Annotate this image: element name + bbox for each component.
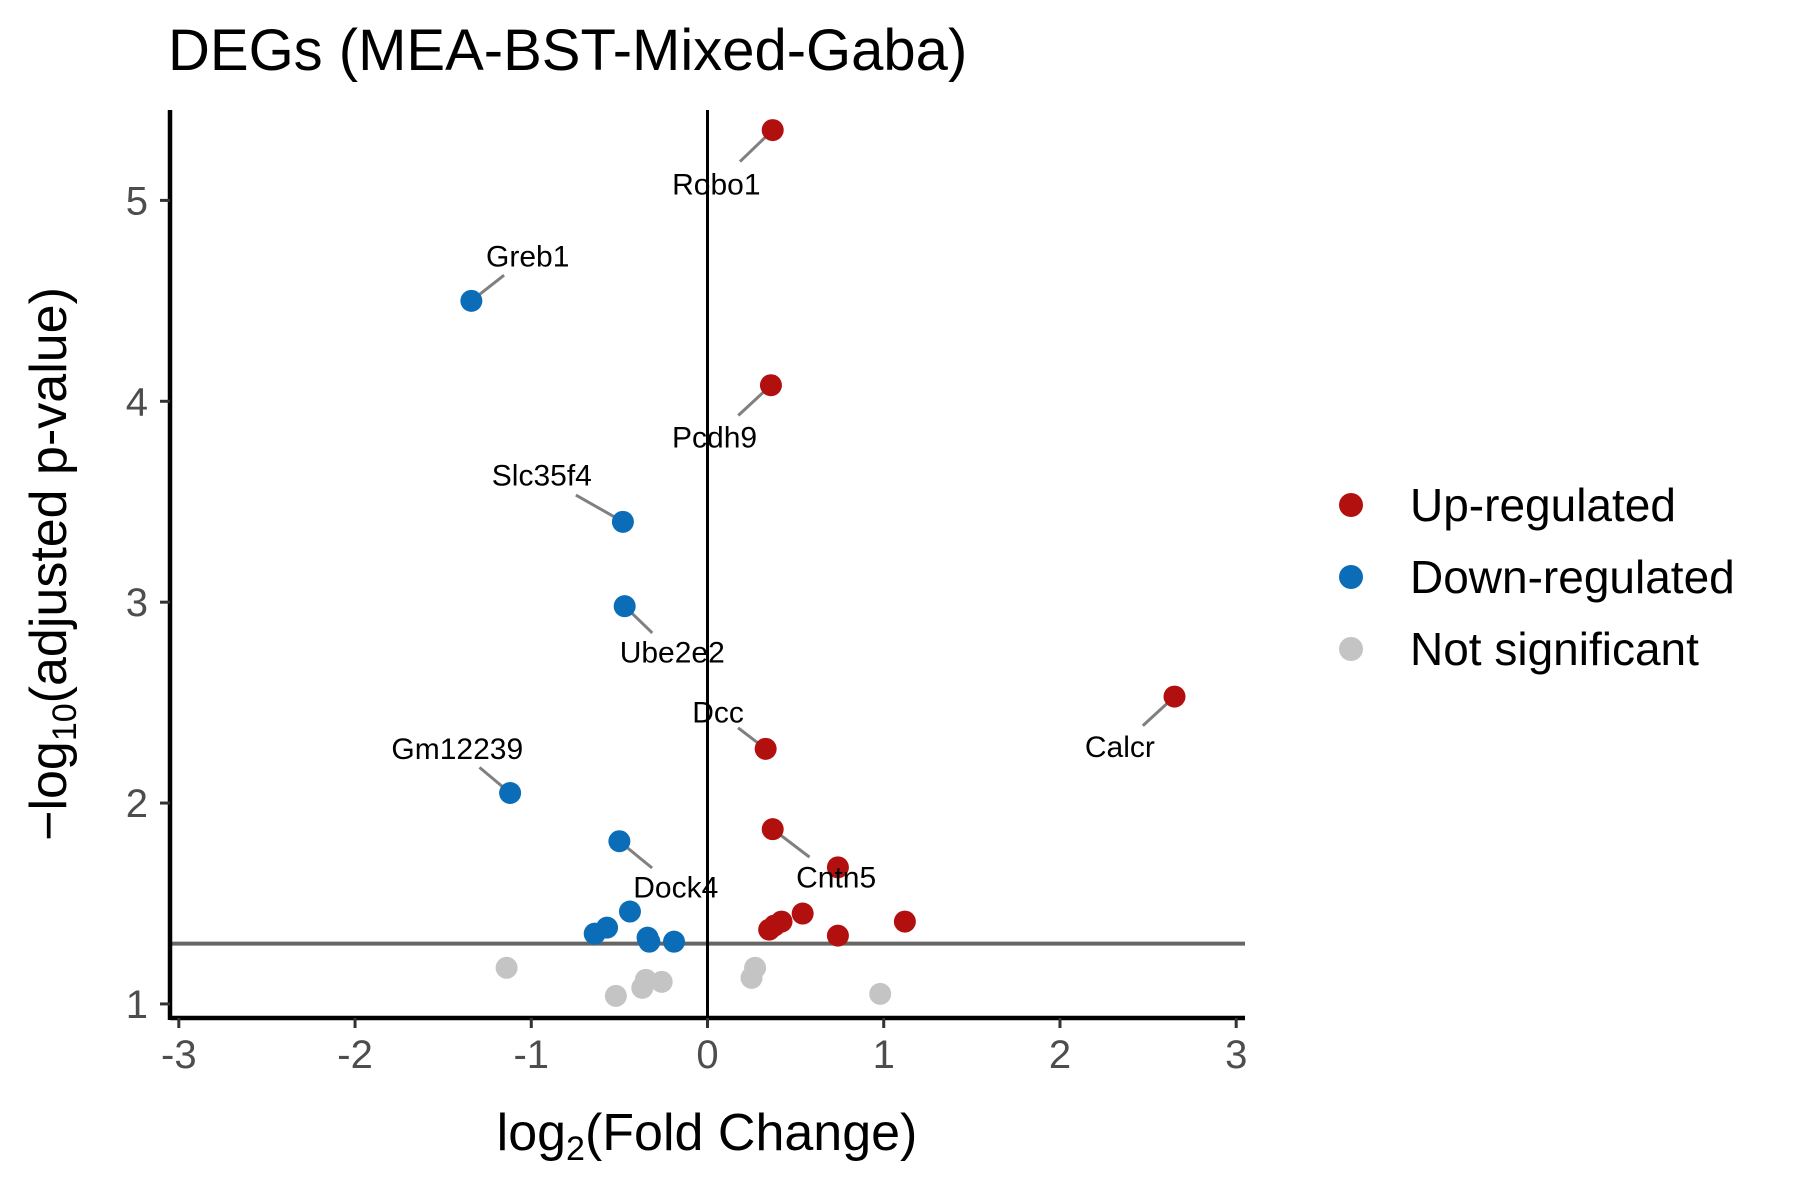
axes: -3 -2 -1 0 1 2 3 1 2 3 4 5 [126,110,1247,1077]
x-tick-label: 3 [1225,1033,1247,1077]
ns-point [744,956,767,979]
x-tick-label: 1 [873,1033,895,1077]
ns-point [604,984,627,1007]
plot-area: Robo1 Greb1 Pcdh9 Slc35f4 Ube2e2 Dcc Calcr Gm12… [170,110,1245,1018]
legend: Up-regulated Down-regulated Not significan… [1339,479,1735,675]
up-point [893,910,916,933]
up-point [759,374,782,397]
legend-key-ns [1339,637,1363,661]
x-tick-label: 2 [1049,1033,1071,1077]
x-tick-label: -3 [161,1033,197,1077]
gene-label: Ube2e2 [620,636,725,669]
up-point [761,818,784,841]
legend-key-down [1339,565,1363,589]
gene-label: Dock4 [633,871,718,904]
leader-line [478,274,505,296]
leader-line [478,766,504,788]
leader-line [738,135,767,163]
gene-label: Cntn5 [796,861,876,894]
data-points [460,119,1186,1007]
gene-labels: Robo1 Greb1 Pcdh9 Slc35f4 Ube2e2 Dcc Calcr Gm12… [391,168,1155,904]
x-tick-label: -2 [337,1033,373,1077]
x-axis-title-subscript: 2 [566,1130,585,1168]
y-axis-ticks: 1 2 3 4 5 [126,179,170,1027]
gene-label: Gm12239 [391,733,523,766]
y-tick-label: 4 [126,380,148,424]
x-axis-title: log2(Fold Change) [497,1104,918,1168]
gene-label: Slc35f4 [492,460,592,493]
leader-line [575,493,615,519]
legend-key-up [1339,493,1363,517]
x-tick-label: 0 [696,1033,718,1077]
down-point [638,930,661,953]
down-point [499,782,522,805]
gene-label: Calcr [1085,731,1155,764]
up-point [826,856,849,879]
down-point [608,830,631,853]
leader-line [779,834,811,859]
gene-label: Dcc [692,697,744,730]
up-point [758,918,781,941]
up-point [826,924,849,947]
y-axis-title-prefix: −log [20,741,78,841]
legend-label-ns: Not significant [1410,623,1699,675]
up-point [761,119,784,142]
up-point [1163,685,1186,708]
x-axis-title-rest: (Fold Change) [585,1104,917,1162]
y-tick-label: 3 [126,581,148,625]
leader-line [737,726,759,744]
legend-label-up: Up-regulated [1410,479,1676,531]
y-tick-label: 2 [126,782,148,826]
leader-line [1141,702,1169,727]
ns-point [650,970,673,993]
legend-label-down: Down-regulated [1410,551,1735,603]
gene-label: Robo1 [672,168,760,201]
leader-line [737,390,765,417]
down-point [611,510,634,533]
ns-point [495,956,518,979]
x-axis-title-prefix: log [497,1104,566,1162]
y-axis-title-rest: (adjusted p-value) [20,287,78,703]
down-point [460,289,483,312]
leader-line [630,612,654,635]
threshold-layer [170,110,1245,1018]
up-point [754,737,777,760]
down-point [583,922,606,945]
down-point [613,595,636,618]
gene-label: Greb1 [486,241,569,274]
y-axis-title-subscript: 10 [46,703,84,741]
up-point [791,902,814,925]
leader-line [626,846,654,870]
chart-title: DEGs (MEA-BST-Mixed-Gaba) [168,18,967,83]
y-tick-label: 1 [126,983,148,1027]
y-tick-label: 5 [126,179,148,223]
down-point [663,930,686,953]
ns-point [869,982,892,1005]
leader-lines [478,135,1169,870]
x-tick-label: -1 [513,1033,549,1077]
gene-label: Pcdh9 [672,421,757,454]
down-point [618,900,641,923]
y-axis-title: −log10(adjusted p-value) [20,287,84,841]
x-axis-ticks: -3 -2 -1 0 1 2 3 [161,1018,1247,1077]
